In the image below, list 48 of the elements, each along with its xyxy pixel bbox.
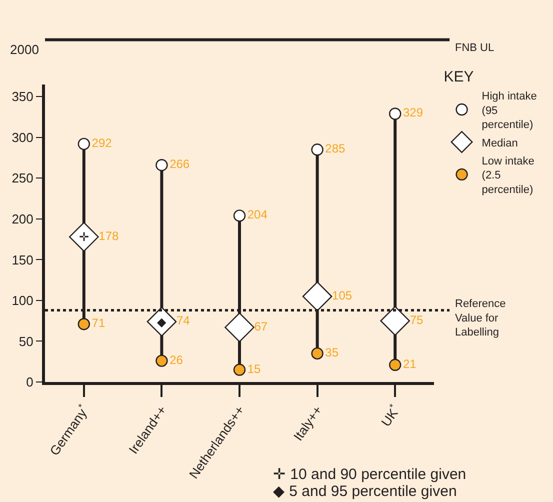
point	[311, 144, 324, 156]
data-label: 74	[176, 314, 190, 328]
point	[156, 354, 168, 367]
data-label: 285	[325, 142, 346, 156]
text: FNB UL	[455, 42, 494, 54]
point	[224, 312, 254, 342]
annotation: ✛	[79, 230, 89, 244]
legend-title: KEY	[444, 68, 474, 86]
point	[69, 222, 99, 252]
point	[389, 358, 402, 371]
y-tick-label: 150	[12, 252, 34, 268]
text: ✛ 10 and 90 percentile given	[273, 466, 466, 483]
y-tick-label: 0	[26, 374, 34, 390]
text: 2000	[10, 42, 39, 57]
legend-label: High intake (95 percentile)	[482, 90, 537, 132]
point	[389, 108, 402, 120]
data-label: 67	[254, 319, 268, 334]
data-label: 329	[402, 106, 424, 120]
y-tick-label: 100	[12, 293, 34, 308]
point	[156, 159, 168, 172]
ref-line-label: Reference Value for Labelling	[455, 298, 506, 339]
annotation: ◆	[157, 315, 167, 329]
point	[311, 347, 324, 360]
y-tick-label: 250	[12, 170, 34, 186]
data-label: 15	[247, 362, 262, 376]
y-tick-label: 200	[12, 211, 34, 226]
data-label: 266	[170, 157, 190, 172]
point	[78, 318, 90, 330]
point	[233, 364, 246, 376]
data-label: 178	[98, 228, 119, 243]
legend-label: Low intake (2.5 percentile)	[482, 155, 534, 196]
data-label: 26	[170, 352, 184, 367]
point	[78, 138, 90, 150]
data-label: 21	[402, 356, 417, 371]
data-label: 204	[247, 208, 268, 222]
point	[380, 306, 410, 336]
legend-label: Median	[482, 137, 518, 150]
data-label: 105	[332, 288, 352, 302]
text: ◆ 5 and 95 percentile given	[273, 483, 457, 500]
y-tick-label: 350	[12, 89, 34, 104]
data-label: 75	[410, 312, 424, 327]
point	[302, 281, 332, 312]
y-tick-label: 300	[12, 130, 34, 145]
point	[233, 210, 246, 222]
data-label: 292	[92, 136, 112, 150]
data-label: 35	[325, 345, 339, 360]
data-label: 71	[92, 316, 106, 330]
y-tick-label: 50	[18, 334, 34, 349]
